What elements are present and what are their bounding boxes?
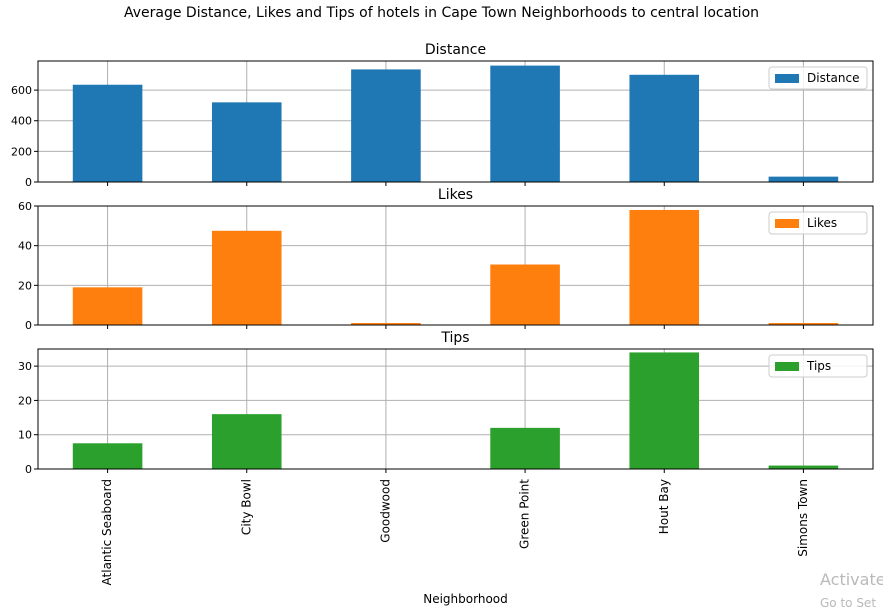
y-tick-label: 10 — [18, 429, 32, 442]
bar-tips-city-bowl — [211, 414, 282, 469]
subplot-title: Tips — [440, 330, 469, 346]
x-tick-label: Atlantic Seaboard — [100, 479, 114, 585]
legend-label: Likes — [807, 216, 837, 230]
x-tick-label: Goodwood — [378, 479, 392, 543]
subplot-title: Distance — [425, 42, 486, 58]
watermark-activate-text: Activate — [820, 570, 883, 589]
x-tick-label: City Bowl — [239, 479, 253, 535]
x-tick-label: Green Point — [518, 479, 532, 549]
bar-tips-hout-bay — [629, 352, 700, 469]
bar-likes-goodwood — [351, 323, 421, 325]
legend-box — [768, 211, 868, 235]
legend-box — [768, 354, 868, 378]
y-tick-label: 60 — [18, 200, 32, 213]
legend-swatch — [775, 219, 799, 228]
bar-likes-city-bowl — [211, 230, 282, 325]
bar-tips-simons-town — [768, 465, 839, 469]
bar-distance-hout-bay — [629, 74, 700, 182]
axes-frame — [37, 60, 874, 183]
bar-tips-green-point — [490, 427, 560, 469]
bar-likes-hout-bay — [629, 209, 700, 325]
bar-distance-goodwood — [351, 69, 421, 182]
y-tick-label: 0 — [25, 319, 32, 332]
y-tick-label: 30 — [18, 360, 32, 373]
x-tick-label: Simons Town — [796, 479, 810, 557]
axes-frame — [37, 205, 874, 326]
bar-distance-city-bowl — [211, 102, 282, 182]
chart-title: Average Distance, Likes and Tips of hote… — [123, 5, 760, 21]
legend-label: Distance — [807, 71, 859, 85]
bar-distance-green-point — [490, 65, 560, 182]
y-tick-label: 0 — [25, 176, 32, 189]
y-tick-label: 20 — [18, 394, 32, 407]
x-axis-label: Neighborhood — [423, 592, 508, 606]
x-tick-label: Hout Bay — [657, 479, 671, 534]
legend-label: Tips — [806, 359, 831, 373]
bar-likes-simons-town — [768, 323, 839, 325]
bar-likes-green-point — [490, 264, 560, 325]
legend-swatch — [775, 74, 799, 83]
bar-distance-atlantic-seaboard — [72, 84, 143, 182]
bar-tips-atlantic-seaboard — [72, 443, 143, 469]
y-tick-label: 20 — [18, 279, 32, 292]
subplot-title: Likes — [438, 187, 473, 203]
y-tick-label: 0 — [25, 463, 32, 476]
y-tick-label: 40 — [18, 240, 32, 253]
y-tick-label: 400 — [11, 115, 32, 128]
y-tick-label: 600 — [11, 84, 32, 97]
axes-frame — [37, 348, 874, 470]
watermark-settings-text: Go to Set — [820, 596, 877, 610]
bar-likes-atlantic-seaboard — [72, 287, 143, 325]
bar-distance-simons-town — [768, 176, 839, 182]
y-tick-label: 200 — [11, 145, 32, 158]
legend-swatch — [775, 362, 799, 371]
legend-box — [768, 66, 868, 90]
